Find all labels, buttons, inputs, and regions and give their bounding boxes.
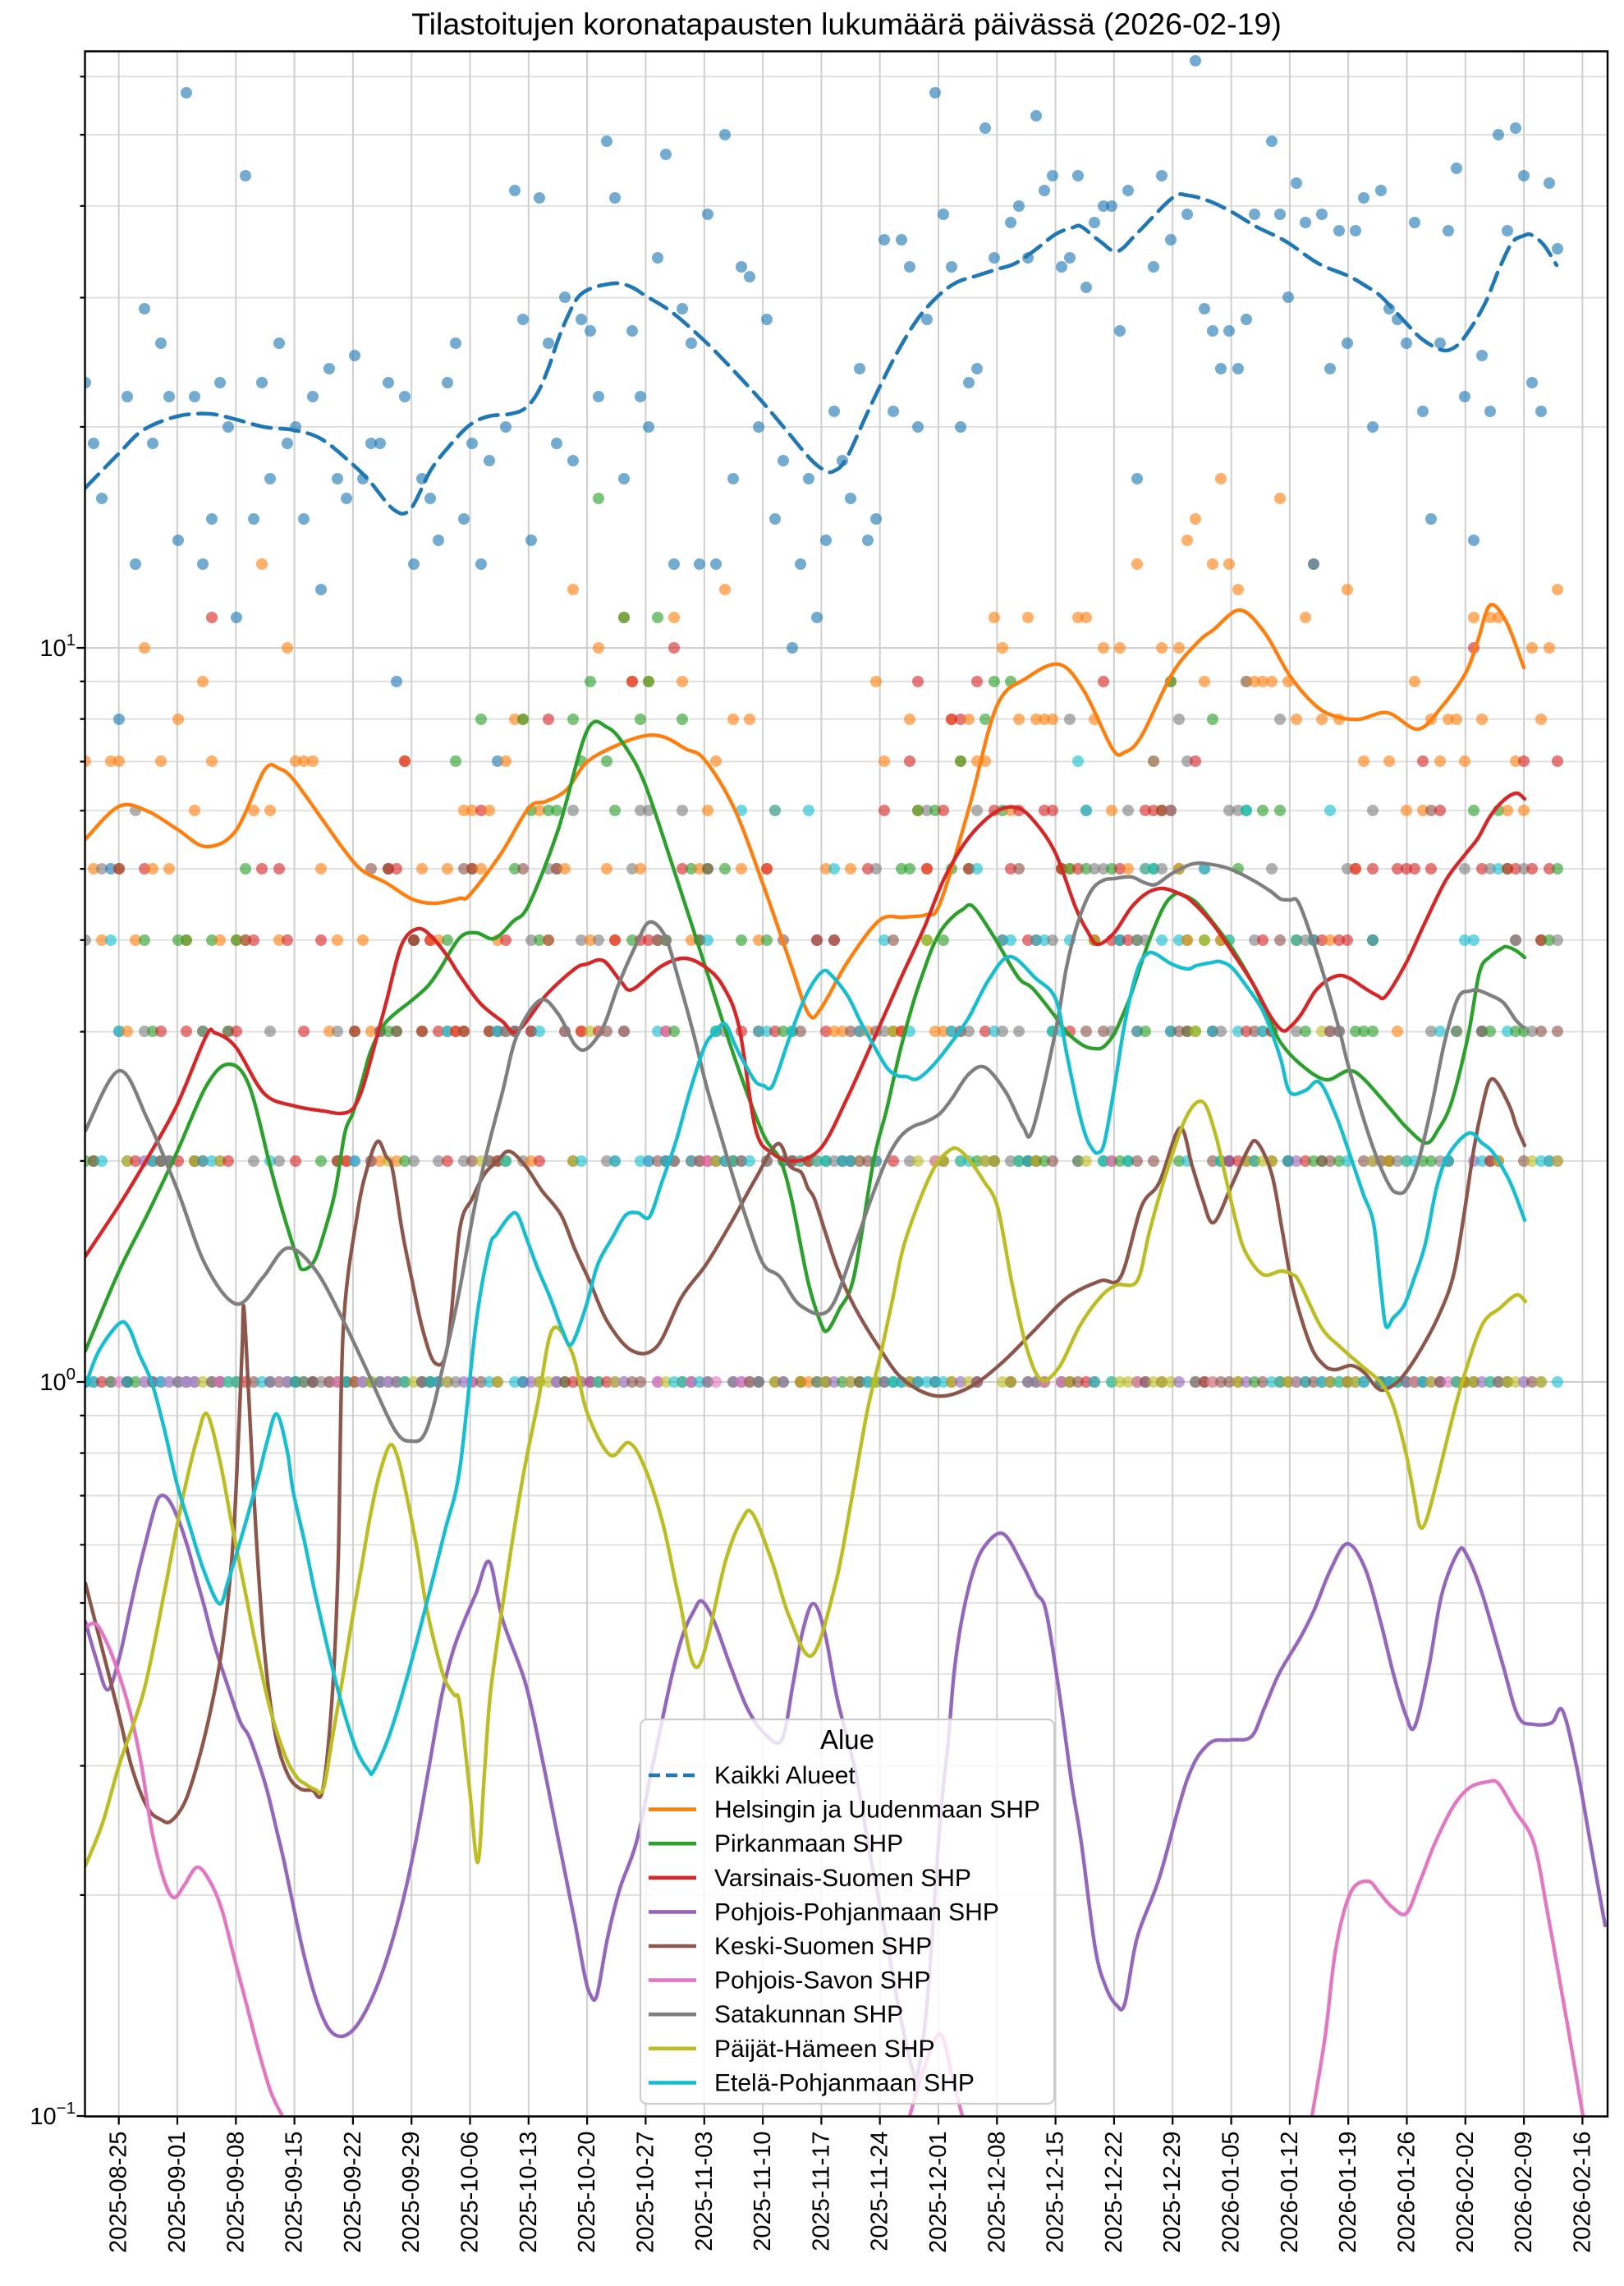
svg-text:Helsingin ja Uudenmaan SHP: Helsingin ja Uudenmaan SHP [714,1797,1040,1824]
svg-text:2025-11-17: 2025-11-17 [808,2132,834,2252]
svg-text:2026-02-02: 2026-02-02 [1452,2132,1479,2253]
svg-text:2025-08-25: 2025-08-25 [106,2132,132,2253]
svg-text:2025-09-08: 2025-09-08 [222,2132,249,2253]
svg-text:Kaikki Alueet: Kaikki Alueet [714,1762,856,1789]
svg-text:2025-11-24: 2025-11-24 [867,2132,893,2252]
svg-text:2025-10-27: 2025-10-27 [632,2132,658,2253]
svg-text:2025-12-01: 2025-12-01 [925,2132,952,2253]
svg-text:2025-09-15: 2025-09-15 [282,2132,308,2253]
svg-text:2025-12-29: 2025-12-29 [1159,2132,1186,2253]
svg-text:2025-12-15: 2025-12-15 [1043,2132,1069,2253]
svg-text:Keski-Suomen SHP: Keski-Suomen SHP [714,1933,932,1960]
svg-text:2026-02-16: 2026-02-16 [1569,2132,1595,2253]
svg-text:2026-02-09: 2026-02-09 [1511,2132,1537,2253]
svg-text:2025-10-13: 2025-10-13 [516,2132,542,2253]
svg-text:Pohjois-Pohjanmaan SHP: Pohjois-Pohjanmaan SHP [714,1898,999,1926]
svg-text:2026-01-05: 2026-01-05 [1218,2132,1245,2253]
svg-text:2025-10-06: 2025-10-06 [457,2132,484,2253]
svg-text:Tilastoitujen koronatapausten: Tilastoitujen koronatapausten lukumäärä … [411,7,1282,41]
svg-text:2025-10-20: 2025-10-20 [574,2132,600,2253]
svg-text:Satakunnan SHP: Satakunnan SHP [714,2001,903,2028]
svg-text:Varsinais-Suomen SHP: Varsinais-Suomen SHP [714,1865,971,1892]
svg-text:2026-01-19: 2026-01-19 [1335,2132,1361,2253]
svg-text:Etelä-Pohjanmaan SHP: Etelä-Pohjanmaan SHP [714,2069,975,2096]
svg-text:Pohjois-Savon SHP: Pohjois-Savon SHP [714,1967,930,1995]
svg-text:2025-12-22: 2025-12-22 [1101,2132,1127,2253]
svg-text:Pirkanmaan SHP: Pirkanmaan SHP [714,1830,903,1857]
svg-text:2026-01-12: 2026-01-12 [1277,2132,1303,2253]
svg-text:Alue: Alue [820,1724,874,1755]
svg-text:Päijät-Hämeen SHP: Päijät-Hämeen SHP [714,2036,934,2063]
svg-text:2025-09-22: 2025-09-22 [340,2132,366,2253]
svg-text:2025-09-01: 2025-09-01 [164,2132,190,2253]
svg-text:2025-11-10: 2025-11-10 [750,2132,776,2252]
svg-text:2025-11-03: 2025-11-03 [691,2132,718,2252]
svg-text:2026-01-26: 2026-01-26 [1394,2132,1420,2253]
svg-text:2025-09-29: 2025-09-29 [398,2132,424,2253]
svg-text:2025-12-08: 2025-12-08 [984,2132,1010,2253]
